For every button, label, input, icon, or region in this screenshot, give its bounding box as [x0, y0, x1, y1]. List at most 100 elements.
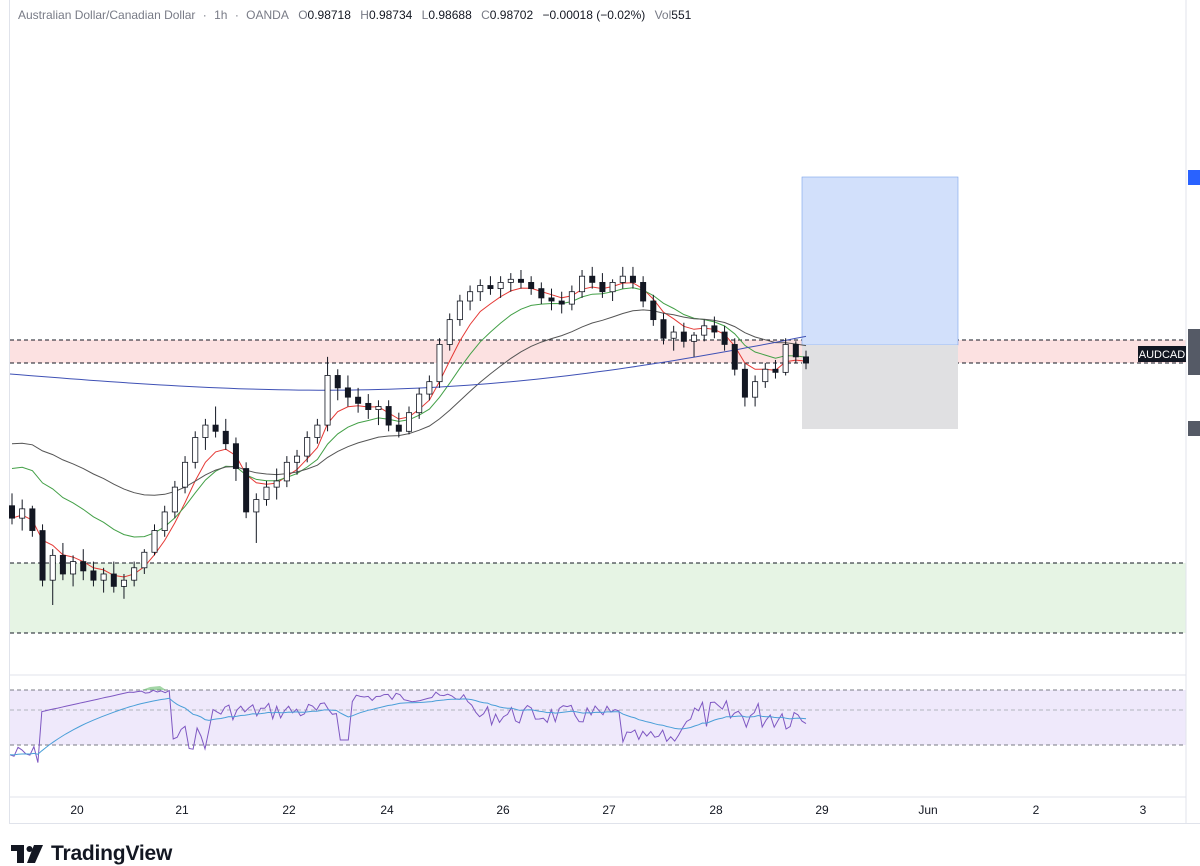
- candle-body: [19, 508, 26, 519]
- candle-body: [141, 551, 148, 569]
- interval[interactable]: 1h: [214, 8, 228, 22]
- candle-body: [589, 275, 596, 283]
- symbol-name[interactable]: Australian Dollar/Canadian Dollar: [18, 8, 196, 22]
- candle-body: [8, 505, 15, 519]
- brand-name: TradingView: [51, 842, 173, 865]
- rsi-overbought-fill: [142, 686, 166, 690]
- price-label-current[interactable]: [1188, 329, 1200, 375]
- symbol-legend: Australian Dollar/Canadian Dollar · 1h ·…: [18, 8, 692, 22]
- candle-body: [416, 393, 423, 414]
- x-tick-label: 3: [1140, 803, 1147, 817]
- tradingview-logo-icon: [11, 845, 43, 863]
- rsi-indicator: [9, 689, 807, 763]
- ticker-tag-label: AUDCAD: [1139, 349, 1186, 361]
- supply-zone[interactable]: [10, 340, 1186, 363]
- candle-body: [90, 570, 97, 581]
- open-label: O: [298, 8, 308, 22]
- x-tick-label: 29: [815, 803, 829, 817]
- candle-body: [660, 319, 667, 339]
- candle-body: [762, 368, 769, 383]
- time-axis[interactable]: 20 21 22 24 26 27 28 29 Jun 2 3: [70, 803, 1146, 817]
- candle-body: [548, 297, 555, 302]
- candle-body: [467, 291, 474, 302]
- candle-body: [629, 275, 636, 283]
- x-tick-label: 24: [380, 803, 394, 817]
- chart-frame: [9, 0, 1200, 824]
- candle-body: [131, 567, 138, 581]
- candle-body: [59, 554, 66, 575]
- candle-body: [222, 430, 229, 445]
- candle-body: [752, 381, 759, 398]
- ticker-tag[interactable]: [1138, 346, 1186, 362]
- candle-body: [619, 275, 626, 283]
- candle-body: [487, 285, 494, 290]
- candle-body: [273, 480, 280, 488]
- rsi-line: [9, 689, 807, 763]
- candle-body: [212, 424, 219, 432]
- candle-body: [731, 344, 738, 370]
- change-value: −0.00018 (−0.02%): [542, 8, 646, 22]
- x-tick-label: 21: [175, 803, 189, 817]
- candle-body: [579, 275, 586, 293]
- rsi-band: [10, 690, 1186, 745]
- candle-body: [670, 331, 677, 339]
- candle-body: [70, 561, 77, 575]
- candle-body: [49, 554, 56, 581]
- candle-body: [375, 406, 382, 410]
- candle-body: [365, 402, 372, 410]
- x-tick-label: Jun: [918, 803, 937, 817]
- candle-body: [80, 561, 87, 572]
- demand-zone[interactable]: [10, 563, 1186, 633]
- brand-footer: TradingView: [11, 842, 172, 866]
- candle-body: [517, 278, 524, 283]
- position-target-area[interactable]: [801, 176, 959, 346]
- candle-body: [558, 300, 565, 305]
- candle-body: [497, 282, 504, 290]
- candle-body: [507, 278, 514, 283]
- candle-body: [120, 579, 127, 587]
- candle-body: [202, 424, 209, 438]
- candle-body: [538, 288, 545, 299]
- candle-body: [39, 530, 46, 581]
- candle-body: [171, 486, 178, 513]
- candle-body: [405, 412, 412, 432]
- candle-body: [182, 461, 189, 488]
- low-label: L: [421, 8, 429, 22]
- candle-body: [680, 331, 687, 342]
- rsi-ma-line: [9, 697, 807, 756]
- sma-gray-line: [11, 309, 807, 496]
- candle-body: [446, 319, 453, 345]
- candle-body: [100, 573, 107, 581]
- price-label-stop[interactable]: [1188, 421, 1200, 436]
- candle-body: [385, 406, 392, 426]
- candle-body: [436, 344, 443, 383]
- candle-body: [711, 325, 718, 333]
- candle-body: [721, 331, 728, 345]
- candle-body: [314, 424, 321, 438]
- candle-body: [609, 282, 616, 293]
- x-tick-label: 27: [602, 803, 616, 817]
- candle-body: [599, 282, 606, 293]
- candle-body: [691, 334, 698, 342]
- candles[interactable]: [8, 266, 810, 605]
- candle-body: [334, 375, 341, 389]
- candle-body: [29, 508, 36, 531]
- close-value: 0.98702: [489, 8, 534, 22]
- candle-body: [640, 282, 647, 302]
- volume-label: Vol: [654, 8, 672, 22]
- candle-body: [803, 356, 810, 364]
- candle-body: [283, 461, 290, 482]
- candle-body: [161, 511, 168, 531]
- price-label-target[interactable]: [1188, 170, 1200, 185]
- high-label: H: [360, 8, 369, 22]
- candle-body: [741, 368, 748, 398]
- candle-body: [528, 282, 535, 290]
- candle-body: [344, 387, 351, 398]
- high-value: 0.98734: [368, 8, 413, 22]
- x-tick-label: 28: [709, 803, 723, 817]
- position-stop-area[interactable]: [802, 345, 958, 429]
- candle-body: [426, 381, 433, 395]
- close-label: C: [481, 8, 490, 22]
- candle-body: [243, 468, 250, 513]
